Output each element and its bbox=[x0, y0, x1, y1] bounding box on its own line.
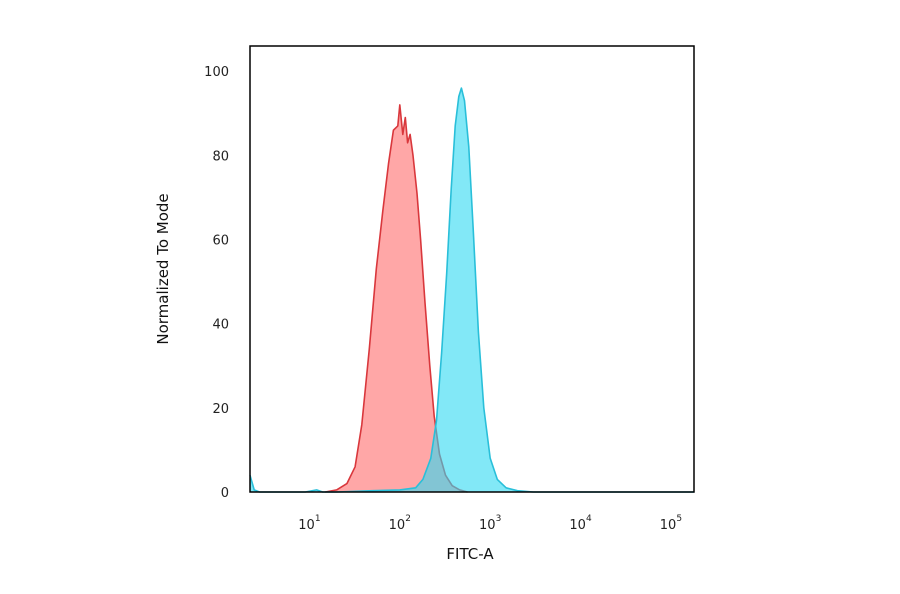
x-tick-label: 104 bbox=[569, 514, 592, 533]
y-tick-label: 60 bbox=[212, 234, 229, 249]
x-tick-label: 105 bbox=[660, 514, 682, 533]
x-tick-label: 103 bbox=[479, 514, 501, 533]
plot-frame bbox=[249, 45, 695, 493]
histogram-series bbox=[249, 87, 694, 493]
y-tick-label: 80 bbox=[212, 149, 229, 164]
x-tick-label: 102 bbox=[389, 514, 411, 533]
y-tick-label: 40 bbox=[212, 318, 229, 333]
y-tick-label: 0 bbox=[221, 486, 229, 501]
x-axis-ticks: 101 102 103 104 105 bbox=[298, 514, 682, 533]
y-tick-label: 100 bbox=[204, 65, 229, 80]
x-tick-label: 101 bbox=[298, 514, 320, 533]
y-axis-title: Normalized To Mode bbox=[154, 193, 172, 344]
x-axis-title: FITC-A bbox=[446, 545, 494, 563]
histogram-fill-1 bbox=[250, 88, 694, 492]
y-axis-ticks: 0 20 40 60 80 100 bbox=[204, 65, 229, 501]
y-tick-label: 20 bbox=[212, 402, 229, 417]
